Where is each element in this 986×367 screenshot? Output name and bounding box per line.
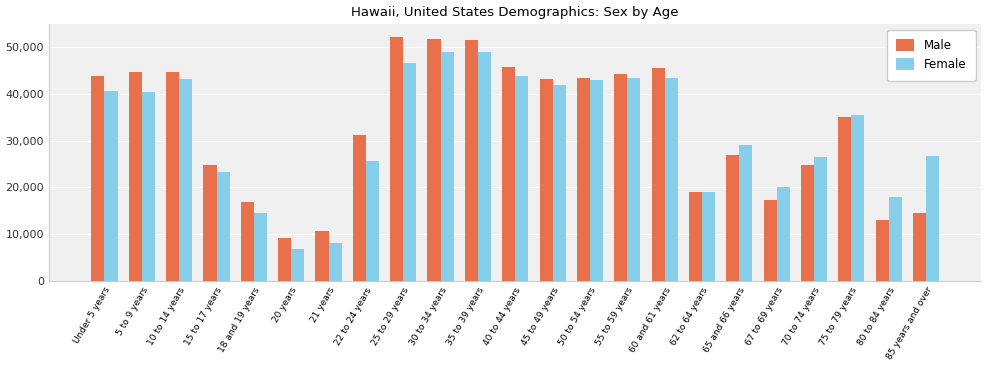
Bar <box>837 117 851 281</box>
Bar <box>651 68 664 281</box>
Bar <box>389 37 403 281</box>
Bar <box>515 76 528 281</box>
Bar <box>664 77 677 281</box>
Bar <box>851 115 864 281</box>
Bar <box>726 155 739 281</box>
Bar <box>464 40 477 281</box>
Legend: Male, Female: Male, Female <box>886 30 974 81</box>
Bar <box>440 52 454 281</box>
Bar <box>627 78 640 281</box>
Bar <box>142 92 155 281</box>
Bar <box>92 76 105 281</box>
Bar <box>291 248 304 281</box>
Bar <box>912 213 925 281</box>
Bar <box>590 80 602 281</box>
Title: Hawaii, United States Demographics: Sex by Age: Hawaii, United States Demographics: Sex … <box>351 6 678 19</box>
Bar <box>688 192 701 281</box>
Bar <box>552 85 565 281</box>
Bar <box>701 192 714 281</box>
Bar <box>502 67 515 281</box>
Bar <box>179 79 192 281</box>
Bar <box>241 202 253 281</box>
Bar <box>166 72 179 281</box>
Bar <box>128 72 142 281</box>
Bar <box>316 231 328 281</box>
Bar <box>328 243 341 281</box>
Bar <box>278 238 291 281</box>
Bar <box>403 63 416 281</box>
Bar <box>875 220 887 281</box>
Bar <box>539 79 552 281</box>
Bar <box>813 157 826 281</box>
Bar <box>477 52 490 281</box>
Bar <box>105 91 117 281</box>
Bar <box>216 171 230 281</box>
Bar <box>776 187 789 281</box>
Bar <box>253 213 266 281</box>
Bar <box>576 77 590 281</box>
Bar <box>427 39 440 281</box>
Bar <box>887 197 901 281</box>
Bar <box>203 165 216 281</box>
Bar <box>800 166 813 281</box>
Bar <box>925 156 938 281</box>
Bar <box>366 161 379 281</box>
Bar <box>352 135 366 281</box>
Bar <box>739 145 751 281</box>
Bar <box>613 74 627 281</box>
Bar <box>763 200 776 281</box>
